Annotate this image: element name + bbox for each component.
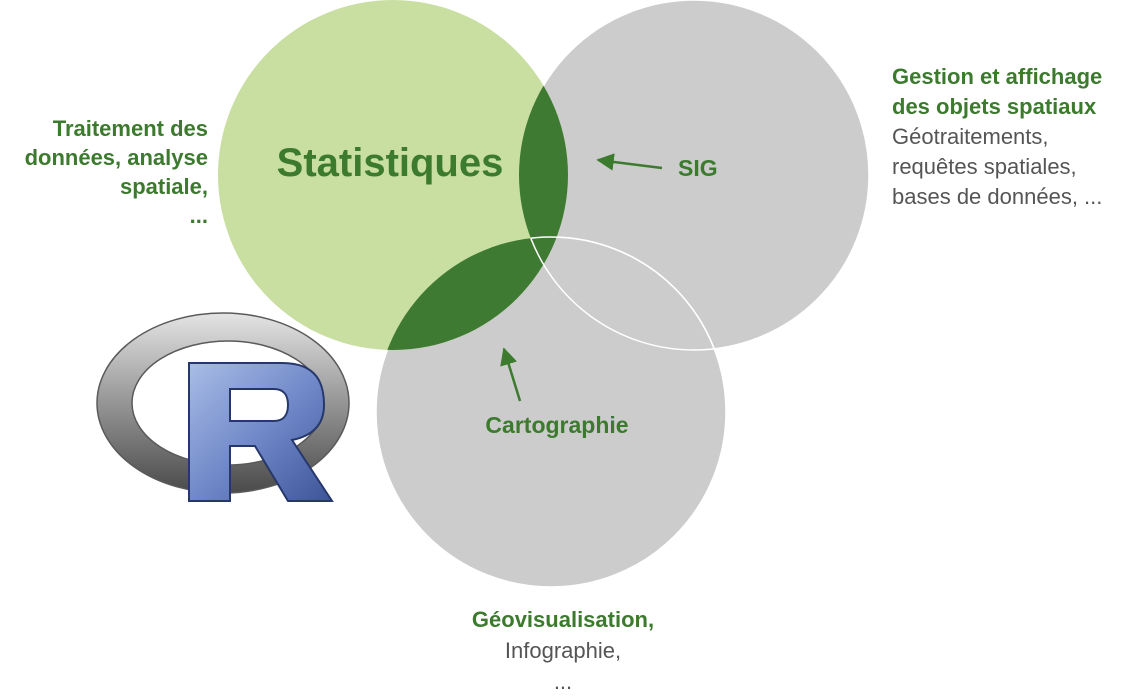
sig-description-body-line: bases de données, ... (892, 184, 1103, 209)
sig-description-body-line: requêtes spatiales, (892, 154, 1077, 179)
cartography-arrow (500, 347, 522, 402)
cartography-label: Cartographie (485, 412, 629, 438)
statistics-description-line: Traitement des (52, 116, 208, 141)
cartography-description-body-line: Infographie, (504, 638, 622, 663)
sig-description-title-line: Gestion et affichage (892, 64, 1103, 89)
statistics-cartography-intersection (376, 237, 568, 350)
statistics-description: Traitement des données, analyse spatiale… (25, 114, 208, 230)
sig-description-title-line: des objets spatiaux (892, 94, 1097, 119)
r-logo-letter (188, 362, 334, 502)
statistics-label: Statistiques (276, 141, 504, 185)
sig-outline (518, 237, 726, 351)
statistics-description-line: spatiale, (119, 174, 208, 199)
cartography-description-body-line: ... (553, 669, 573, 694)
r-logo (96, 312, 350, 502)
cartography-outline (519, 236, 727, 350)
sig-description: Gestion et affichage des objets spatiaux… (892, 62, 1102, 212)
sig-label: SIG (678, 155, 718, 181)
cartography-description: Géovisualisation, Infographie, ... (472, 604, 654, 697)
sig-arrow (596, 153, 663, 171)
sig-description-body-line: Géotraitements, (892, 124, 1049, 149)
cartography-description-title: Géovisualisation, (471, 607, 655, 632)
statistics-description-line: données, analyse (24, 145, 208, 170)
statistics-description-line: ... (189, 203, 208, 228)
